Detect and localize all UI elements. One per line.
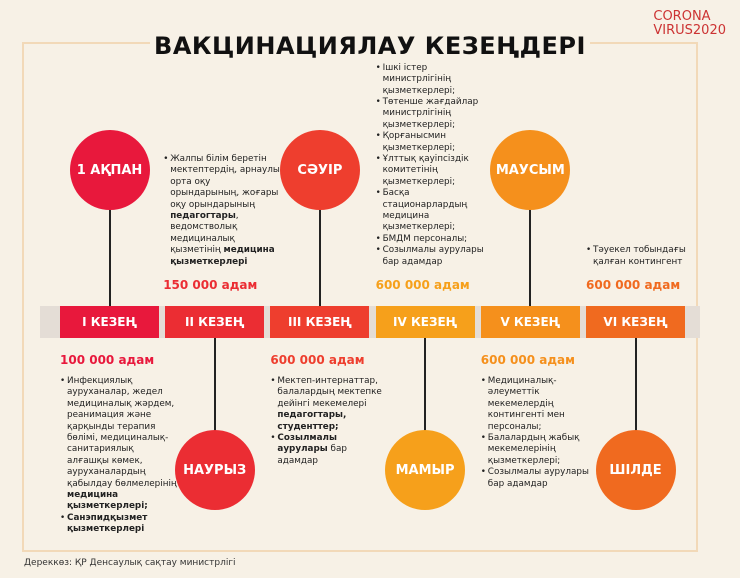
stage-text: 100 000 адам Инфекциялық ауруханалар, жед… xyxy=(60,353,178,536)
bullet-text: Созылмалы аурулары бар адамдар xyxy=(382,245,484,267)
title: ВАКЦИНАЦИЯЛАУ КЕЗЕҢДЕРІ xyxy=(150,32,590,60)
bullet: Ұлттық қауіпсіздік комитетінің қызметкер… xyxy=(376,154,494,188)
month-circle: МАМЫР xyxy=(385,430,466,510)
bullet-text: Балалардың жабық мекемелерінің қызметкер… xyxy=(487,433,580,466)
stage-box: IV КЕЗЕҢ xyxy=(375,306,475,338)
bullet-text: Тәуекел тобындағы қалған контингент xyxy=(593,245,686,267)
connector xyxy=(108,170,111,306)
count: 600 000 адам xyxy=(480,353,575,367)
month-circle: МАУСЫМ xyxy=(490,130,571,210)
bullet: Тәуекел тобындағы қалған контингент xyxy=(586,245,704,268)
bullet-text: Басқа стационарлардың медицина қызметкер… xyxy=(382,188,468,233)
bullet: Жалпы білім беретін мектептердің, арнаул… xyxy=(163,154,281,268)
bullet-list: Медициналық-әлеуметтік мекемелердің конт… xyxy=(481,376,599,490)
bullet-text: Медициналық-әлеуметтік мекемелердің конт… xyxy=(487,376,565,432)
month-circle: ШІЛДЕ xyxy=(595,430,676,510)
bullet-text: Инфекциялық ауруханалар, жедел медицинал… xyxy=(67,376,177,489)
stage-box: V КЕЗЕҢ xyxy=(480,306,580,338)
bullet: Басқа стационарлардың медицина қызметкер… xyxy=(376,188,494,234)
bullet-text: Жалпы білім беретін мектептердің, арнаул… xyxy=(170,153,280,210)
bullet: Төтенше жағдайлар министрлігінің қызметк… xyxy=(376,97,494,131)
bullet-list: Ішкі істер министрлігінің қызметкерлері;… xyxy=(376,63,494,268)
bullet: Созылмалы аурулары бар адамдар xyxy=(376,245,494,268)
stage-box: III КЕЗЕҢ xyxy=(270,306,370,338)
bullet-text: Төтенше жағдайлар министрлігінің қызметк… xyxy=(382,96,479,130)
connector xyxy=(213,338,216,470)
count: 600 000 адам xyxy=(375,278,470,292)
bullet: БМДМ персоналы; xyxy=(376,233,494,246)
bullet-text: Созылмалы аурулары бар адамдар xyxy=(487,467,589,489)
bullet: Созылмалы аурулары бар адамдар xyxy=(481,467,599,490)
bullet: Мектеп-интернаттар, балалардың мектепке … xyxy=(270,376,388,433)
stage-box: VI КЕЗЕҢ xyxy=(586,306,685,338)
bullet: Балалардың жабық мекемелерінің қызметкер… xyxy=(481,433,599,467)
bullet-text: бар адамдар xyxy=(277,444,347,466)
count: 100 000 адам xyxy=(60,353,155,367)
bullet-list: Инфекциялық ауруханалар, жедел медицинал… xyxy=(60,376,178,536)
stage-box: II КЕЗЕҢ xyxy=(165,306,265,338)
count: 150 000 адам xyxy=(163,278,258,292)
bullet-text: Ішкі істер министрлігінің қызметкерлері; xyxy=(382,62,456,96)
logo-line: VIRUS2020 xyxy=(653,23,726,38)
stage-text: 600 000 адам Тәуекел тобындағы қалған кон… xyxy=(586,245,704,292)
bullet: Санэпидқызмет қызметкерлері xyxy=(60,513,178,536)
bullet-text: Мектеп-интернаттар, балалардың мектепке … xyxy=(277,376,382,409)
connector xyxy=(634,338,637,470)
month-circle: НАУРЫЗ xyxy=(174,430,255,510)
bullet-text: медицина қызметкерлері xyxy=(170,245,275,267)
bullet-list: Мектеп-интернаттар, балалардың мектепке … xyxy=(270,376,388,467)
logo-line: CORONA xyxy=(653,9,711,24)
bullet-text: педагогтары, студенттер; xyxy=(277,410,347,432)
bullet: Инфекциялық ауруханалар, жедел медицинал… xyxy=(60,376,178,513)
connector xyxy=(318,170,321,306)
bullet-text: Созылмалы аурулары xyxy=(277,433,337,455)
month-circle: СӘУІР xyxy=(279,130,360,210)
bullet-text: медицина қызметкерлері; xyxy=(67,490,148,512)
connector xyxy=(529,170,532,306)
bullet-text: Қорғаныс­мин қызметкерлері; xyxy=(382,131,456,153)
bullet: Ішкі істер министрлігінің қызметкерлері; xyxy=(376,63,494,97)
bullet-text: , ведомстволық медициналық қызметінің xyxy=(170,210,239,256)
bullet: Созылмалы аурулары бар адамдар xyxy=(270,433,388,467)
bullet: Қорғаныс­мин қызметкерлері; xyxy=(376,131,494,154)
connector xyxy=(424,338,427,470)
bullet-text: Санэпидқызмет қызметкерлері xyxy=(67,512,148,535)
bullet-list: Тәуекел тобындағы қалған контингент xyxy=(586,245,704,268)
stage-text: 600 000 адам Ішкі істер министрлігінің қы… xyxy=(376,63,494,292)
stage-text: 600 000 адам Мектеп-интернаттар, балалард… xyxy=(270,353,388,467)
month-circle: 1 АҚПАН xyxy=(69,130,150,210)
stage-text: 600 000 адам Медициналық-әлеуметтік мекем… xyxy=(481,353,599,490)
bullet-text: БМДМ персоналы; xyxy=(382,233,468,244)
logo: CORONA VIRUS2020 xyxy=(653,10,726,38)
bullet-text: педагогтары xyxy=(170,210,236,221)
bullet-list: Жалпы білім беретін мектептердің, арнаул… xyxy=(163,154,281,268)
count: 600 000 адам xyxy=(270,353,365,367)
source: Дереккөз: ҚР Денсаулық сақтау министрліг… xyxy=(24,558,236,568)
count: 600 000 адам xyxy=(586,278,681,292)
bullet: Медициналық-әлеуметтік мекемелердің конт… xyxy=(481,376,599,433)
bullet-text: Ұлттық қауіпсіздік комитетінің қызметкер… xyxy=(382,153,469,187)
stage-box: I КЕЗЕҢ xyxy=(60,306,159,338)
stage-text: 150 000 адам Жалпы білім беретін мектепте… xyxy=(163,154,281,292)
